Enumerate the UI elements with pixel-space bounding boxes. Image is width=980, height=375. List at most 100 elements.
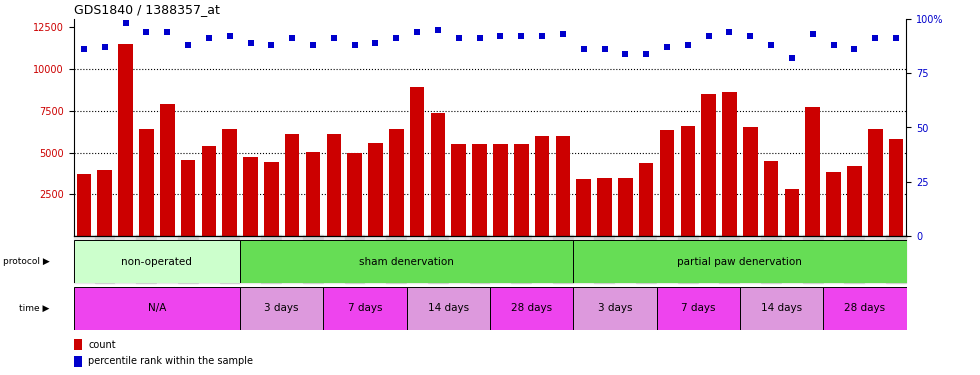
Text: 7 days: 7 days bbox=[681, 303, 715, 313]
Bar bbox=[702, 94, 716, 236]
Point bbox=[867, 35, 883, 41]
Bar bbox=[823, 287, 906, 330]
Bar bbox=[74, 356, 82, 367]
Bar bbox=[285, 134, 300, 236]
Bar bbox=[490, 287, 573, 330]
Point bbox=[784, 55, 800, 61]
Point bbox=[410, 29, 425, 35]
Point bbox=[888, 35, 904, 41]
Bar bbox=[660, 130, 674, 236]
Bar bbox=[576, 179, 591, 236]
Text: 7 days: 7 days bbox=[348, 303, 382, 313]
Point bbox=[763, 42, 779, 48]
Text: percentile rank within the sample: percentile rank within the sample bbox=[88, 357, 254, 366]
Bar bbox=[222, 129, 237, 236]
Bar bbox=[556, 136, 570, 236]
Point bbox=[514, 33, 529, 39]
Bar bbox=[119, 44, 133, 236]
Bar bbox=[326, 134, 341, 236]
Bar bbox=[323, 287, 407, 330]
Text: time ▶: time ▶ bbox=[20, 304, 50, 313]
Point bbox=[326, 35, 342, 41]
Bar bbox=[306, 152, 320, 236]
Text: non-operated: non-operated bbox=[122, 256, 192, 267]
Bar bbox=[74, 240, 240, 283]
Point bbox=[597, 46, 612, 52]
Bar bbox=[597, 178, 612, 236]
Bar bbox=[743, 127, 758, 236]
Text: count: count bbox=[88, 340, 116, 350]
Point bbox=[638, 51, 654, 57]
Point bbox=[826, 42, 842, 48]
Bar bbox=[180, 160, 195, 236]
Bar bbox=[76, 174, 91, 236]
Bar bbox=[410, 87, 424, 236]
Point bbox=[118, 20, 133, 26]
Text: 28 days: 28 days bbox=[512, 303, 552, 313]
Bar bbox=[407, 287, 490, 330]
Bar bbox=[868, 129, 883, 236]
Point bbox=[138, 29, 154, 35]
Bar bbox=[472, 144, 487, 236]
Point bbox=[680, 42, 696, 48]
Point bbox=[847, 46, 862, 52]
Bar bbox=[573, 240, 906, 283]
Bar bbox=[240, 240, 573, 283]
Bar bbox=[74, 339, 82, 350]
Text: sham denervation: sham denervation bbox=[360, 256, 454, 267]
Bar bbox=[514, 144, 528, 236]
Bar bbox=[97, 170, 112, 236]
Point bbox=[451, 35, 466, 41]
Bar bbox=[430, 113, 445, 236]
Bar bbox=[452, 144, 466, 236]
Bar bbox=[202, 146, 217, 236]
Point bbox=[721, 29, 737, 35]
Point bbox=[76, 46, 92, 52]
Bar bbox=[639, 164, 654, 236]
Bar bbox=[680, 126, 695, 236]
Point bbox=[201, 35, 217, 41]
Bar bbox=[493, 144, 508, 236]
Bar bbox=[763, 161, 778, 236]
Bar bbox=[826, 172, 841, 236]
Point bbox=[264, 42, 279, 48]
Text: GDS1840 / 1388357_at: GDS1840 / 1388357_at bbox=[74, 3, 220, 16]
Point bbox=[555, 31, 570, 37]
Point bbox=[97, 44, 113, 50]
Bar bbox=[74, 287, 240, 330]
Text: partial paw denervation: partial paw denervation bbox=[677, 256, 803, 267]
Point bbox=[368, 40, 383, 46]
Text: 3 days: 3 days bbox=[598, 303, 632, 313]
Bar bbox=[368, 142, 383, 236]
Point bbox=[471, 35, 487, 41]
Point bbox=[660, 44, 675, 50]
Point bbox=[534, 33, 550, 39]
Bar bbox=[722, 92, 737, 236]
Bar bbox=[806, 106, 820, 236]
Point bbox=[221, 33, 237, 39]
Bar bbox=[573, 287, 657, 330]
Text: 3 days: 3 days bbox=[265, 303, 299, 313]
Point bbox=[243, 40, 259, 46]
Point bbox=[701, 33, 716, 39]
Point bbox=[805, 31, 820, 37]
Point bbox=[347, 42, 363, 48]
Bar bbox=[264, 162, 278, 236]
Point bbox=[743, 33, 759, 39]
Text: 14 days: 14 days bbox=[428, 303, 468, 313]
Text: N/A: N/A bbox=[148, 303, 166, 313]
Bar bbox=[785, 189, 800, 236]
Point bbox=[284, 35, 300, 41]
Point bbox=[388, 35, 404, 41]
Point bbox=[430, 27, 446, 33]
Point bbox=[305, 42, 320, 48]
Point bbox=[160, 29, 175, 35]
Bar bbox=[389, 129, 404, 236]
Bar bbox=[240, 287, 323, 330]
Bar bbox=[740, 287, 823, 330]
Point bbox=[180, 42, 196, 48]
Bar bbox=[535, 136, 550, 236]
Text: 28 days: 28 days bbox=[845, 303, 885, 313]
Point bbox=[576, 46, 592, 52]
Bar bbox=[657, 287, 740, 330]
